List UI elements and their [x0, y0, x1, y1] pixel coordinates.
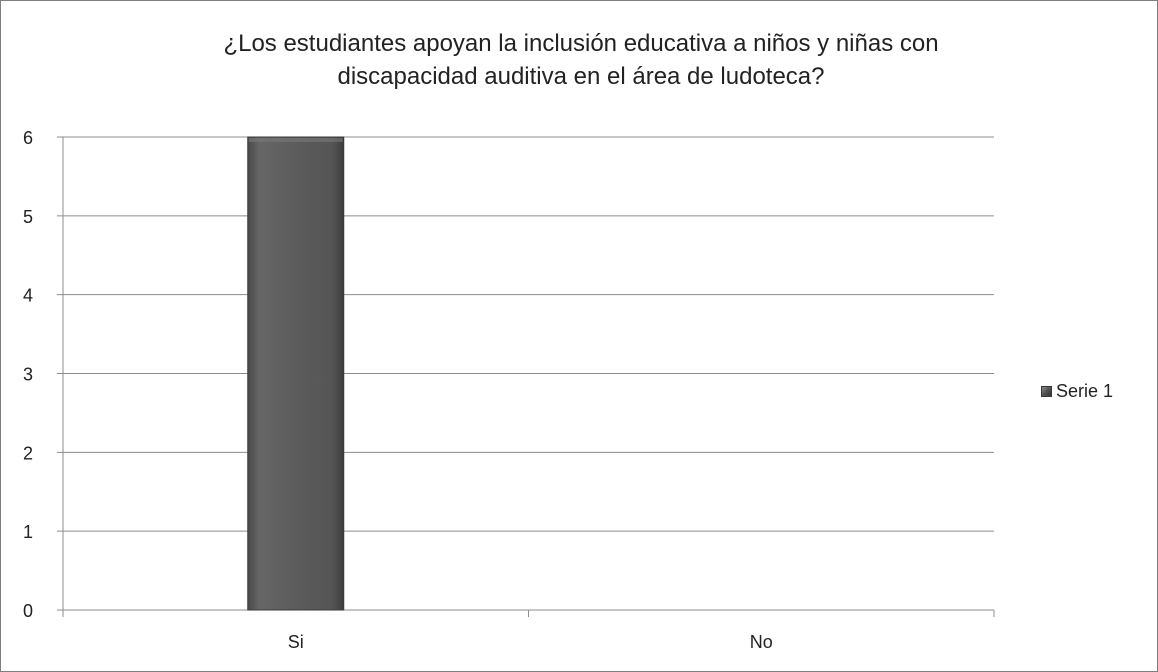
x-tick-label-si: Si	[288, 632, 304, 652]
y-tick-label-3: 3	[23, 365, 33, 385]
chart-title-line-1: ¿Los estudiantes apoyan la inclusión edu…	[223, 30, 939, 57]
bar-si	[247, 136, 345, 611]
legend-swatch-serie-1	[1041, 386, 1052, 397]
y-tick-label-2: 2	[23, 443, 33, 463]
legend-label-serie-1: Serie 1	[1056, 381, 1114, 401]
y-tick-label-4: 4	[23, 286, 33, 306]
bar-bevel-top-si	[248, 138, 343, 142]
chart-title: ¿Los estudiantes apoyan la inclusión edu…	[81, 27, 1081, 93]
chart-title-line-2: discapacidad auditiva en el área de ludo…	[337, 63, 825, 90]
y-tick-label-1: 1	[23, 522, 33, 542]
x-tick-label-no: No	[750, 632, 773, 652]
legend: Serie 1	[1041, 381, 1113, 402]
y-tick-label-5: 5	[23, 207, 33, 227]
y-tick-label-6: 6	[23, 128, 33, 148]
y-tick-label-0: 0	[23, 601, 33, 621]
